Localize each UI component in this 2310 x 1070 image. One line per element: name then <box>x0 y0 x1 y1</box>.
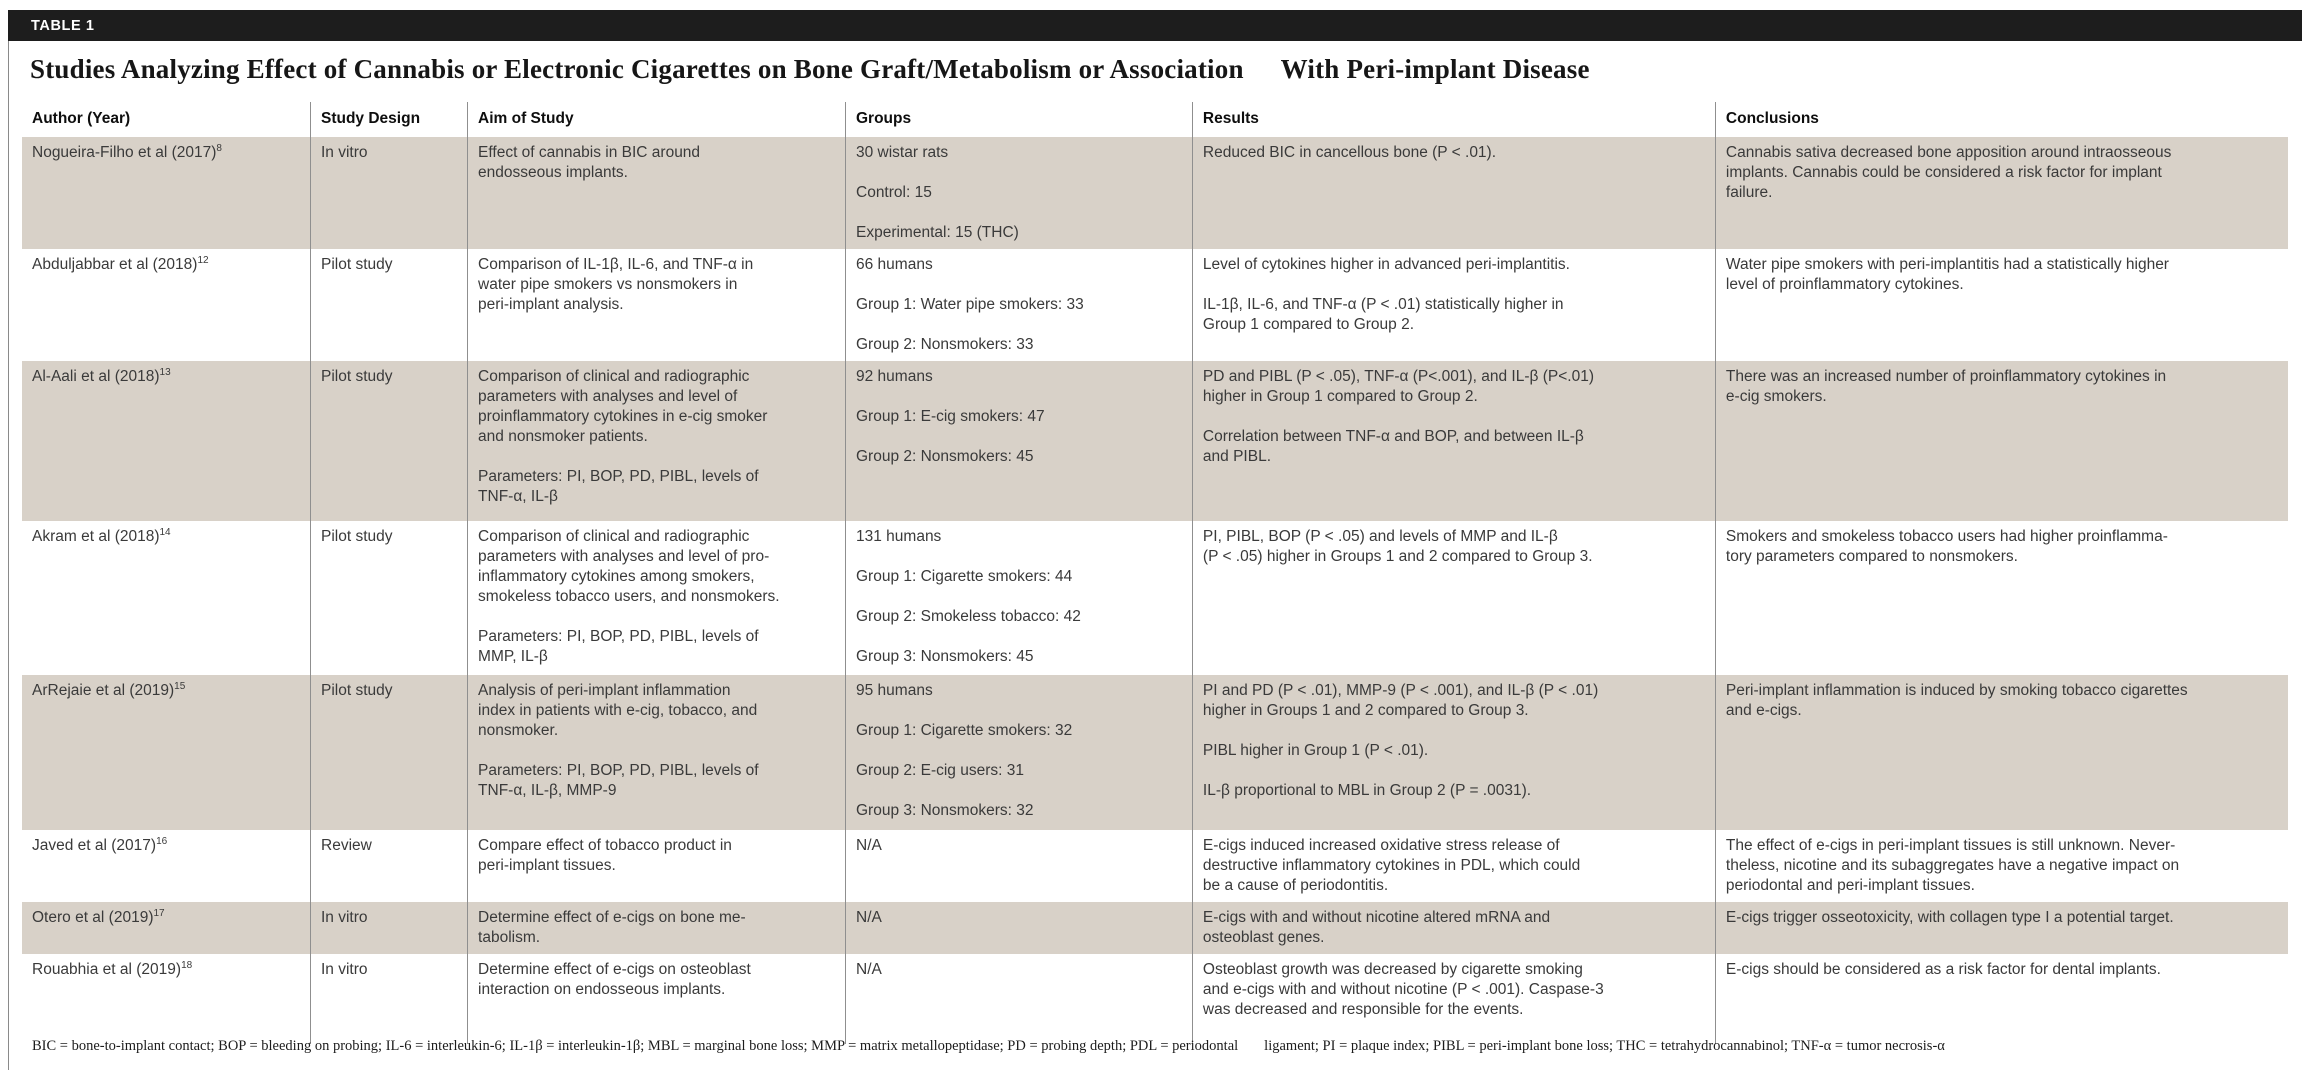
table-row: Nogueira-Filho et al (2017)8 In vitro Ef… <box>22 137 2288 249</box>
cell-conclusions: Cannabis sativa decreased bone appositio… <box>1714 137 2288 249</box>
table-row: Otero et al (2019)17 In vitro Determine … <box>22 902 2288 954</box>
cell-author-year: Javed et al (2017)16 <box>22 830 310 902</box>
reference-superscript: 16 <box>156 835 168 847</box>
cell-aim-of-study: Determine effect of e-cigs on bone me- t… <box>467 902 845 954</box>
cell-conclusions: E-cigs should be considered as a risk fa… <box>1714 954 2288 1044</box>
author-name: Rouabhia et al (2019) <box>32 961 182 978</box>
reference-superscript: 13 <box>159 366 171 378</box>
cell-conclusions: Peri-implant inflammation is induced by … <box>1714 675 2288 830</box>
table-body: Nogueira-Filho et al (2017)8 In vitro Ef… <box>22 137 2288 1044</box>
cell-study-design: Pilot study <box>310 675 467 830</box>
table-title-main: Studies Analyzing Effect of Cannabis or … <box>30 54 1244 84</box>
cell-conclusions: E-cigs trigger osseotoxicity, with colla… <box>1714 902 2288 954</box>
reference-superscript: 12 <box>197 254 209 266</box>
cell-author-year: Nogueira-Filho et al (2017)8 <box>22 137 310 249</box>
reference-superscript: 8 <box>216 142 222 154</box>
cell-author-year: ArRejaie et al (2019)15 <box>22 675 310 830</box>
table-title: Studies Analyzing Effect of Cannabis or … <box>30 54 1590 85</box>
cell-groups: N/A <box>845 830 1192 902</box>
cell-results: Level of cytokines higher in advanced pe… <box>1191 249 1715 361</box>
cell-results: E-cigs induced increased oxidative stres… <box>1191 830 1715 902</box>
cell-groups: N/A <box>845 902 1192 954</box>
cell-author-year: Abduljabbar et al (2018)12 <box>22 249 310 361</box>
cell-study-design: In vitro <box>310 902 467 954</box>
table-number-label: TABLE 1 <box>31 17 95 34</box>
abbreviations-footnote: BIC = bone-to-implant contact; BOP = ble… <box>32 1038 1945 1055</box>
cell-results: PI, PIBL, BOP (P < .05) and levels of MM… <box>1191 521 1715 675</box>
reference-superscript: 18 <box>181 959 193 971</box>
page-edge-rule <box>8 41 9 1070</box>
author-name: Otero et al (2019) <box>32 909 154 926</box>
reference-superscript: 17 <box>153 907 165 919</box>
cell-aim-of-study: Comparison of IL-1β, IL-6, and TNF-α in … <box>467 249 845 361</box>
studies-table: Author (Year) Study Design Aim of Study … <box>22 102 2288 1044</box>
cell-groups: N/A <box>845 954 1192 1044</box>
table-title-continued: With Peri-implant Disease <box>1280 54 1590 84</box>
cell-conclusions: Water pipe smokers with peri-implantitis… <box>1714 249 2288 361</box>
cell-conclusions: The effect of e-cigs in peri-implant tis… <box>1714 830 2288 902</box>
cell-author-year: Rouabhia et al (2019)18 <box>22 954 310 1044</box>
author-name: Abduljabbar et al (2018) <box>32 256 198 273</box>
column-header-results: Results <box>1191 102 1715 137</box>
cell-groups: 30 wistar rats Control: 15 Experimental:… <box>845 137 1192 249</box>
reference-superscript: 15 <box>174 680 186 692</box>
cell-conclusions: Smokers and smokeless tobacco users had … <box>1714 521 2288 675</box>
table-row: Al-Aali et al (2018)13 Pilot study Compa… <box>22 361 2288 521</box>
cell-results: PI and PD (P < .01), MMP-9 (P < .001), a… <box>1191 675 1715 830</box>
table-row: Akram et al (2018)14 Pilot study Compari… <box>22 521 2288 675</box>
author-name: ArRejaie et al (2019) <box>32 682 175 699</box>
footnote-column-1: BIC = bone-to-implant contact; BOP = ble… <box>32 1038 1239 1054</box>
cell-author-year: Al-Aali et al (2018)13 <box>22 361 310 521</box>
cell-groups: 66 humans Group 1: Water pipe smokers: 3… <box>845 249 1192 361</box>
author-name: Javed et al (2017) <box>32 837 157 854</box>
cell-aim-of-study: Analysis of peri-implant inflammation in… <box>467 675 845 830</box>
table-row: ArRejaie et al (2019)15 Pilot study Anal… <box>22 675 2288 830</box>
cell-study-design: In vitro <box>310 954 467 1044</box>
column-header-aim-of-study: Aim of Study <box>467 102 845 137</box>
cell-study-design: Pilot study <box>310 249 467 361</box>
cell-groups: 92 humans Group 1: E-cig smokers: 47 Gro… <box>845 361 1192 521</box>
author-name: Akram et al (2018) <box>32 528 160 545</box>
table-header-row: Author (Year) Study Design Aim of Study … <box>22 102 2288 137</box>
cell-aim-of-study: Effect of cannabis in BIC around endosse… <box>467 137 845 249</box>
cell-author-year: Akram et al (2018)14 <box>22 521 310 675</box>
cell-study-design: Review <box>310 830 467 902</box>
cell-author-year: Otero et al (2019)17 <box>22 902 310 954</box>
cell-aim-of-study: Comparison of clinical and radiographic … <box>467 521 845 675</box>
cell-study-design: Pilot study <box>310 361 467 521</box>
cell-results: PD and PIBL (P < .05), TNF-α (P<.001), a… <box>1191 361 1715 521</box>
author-name: Nogueira-Filho et al (2017) <box>32 144 217 161</box>
cell-groups: 131 humans Group 1: Cigarette smokers: 4… <box>845 521 1192 675</box>
table-row: Rouabhia et al (2019)18 In vitro Determi… <box>22 954 2288 1044</box>
cell-results: Reduced BIC in cancellous bone (P < .01)… <box>1191 137 1715 249</box>
reference-superscript: 14 <box>159 526 171 538</box>
table-number-bar: TABLE 1 <box>8 10 2302 41</box>
column-header-author-year: Author (Year) <box>32 110 131 127</box>
cell-study-design: Pilot study <box>310 521 467 675</box>
cell-aim-of-study: Comparison of clinical and radiographic … <box>467 361 845 521</box>
cell-aim-of-study: Compare effect of tobacco product in per… <box>467 830 845 902</box>
table-row: Abduljabbar et al (2018)12 Pilot study C… <box>22 249 2288 361</box>
column-header-groups: Groups <box>845 102 1192 137</box>
column-header-study-design: Study Design <box>310 102 467 137</box>
cell-study-design: In vitro <box>310 137 467 249</box>
table-row: Javed et al (2017)16 Review Compare effe… <box>22 830 2288 902</box>
cell-results: E-cigs with and without nicotine altered… <box>1191 902 1715 954</box>
author-name: Al-Aali et al (2018) <box>32 368 160 385</box>
footnote-column-2: ligament; PI = plaque index; PIBL = peri… <box>1264 1038 1945 1054</box>
cell-groups: 95 humans Group 1: Cigarette smokers: 32… <box>845 675 1192 830</box>
cell-results: Osteoblast growth was decreased by cigar… <box>1191 954 1715 1044</box>
cell-conclusions: There was an increased number of proinfl… <box>1714 361 2288 521</box>
column-header-conclusions: Conclusions <box>1714 102 2288 137</box>
cell-aim-of-study: Determine effect of e-cigs on osteoblast… <box>467 954 845 1044</box>
